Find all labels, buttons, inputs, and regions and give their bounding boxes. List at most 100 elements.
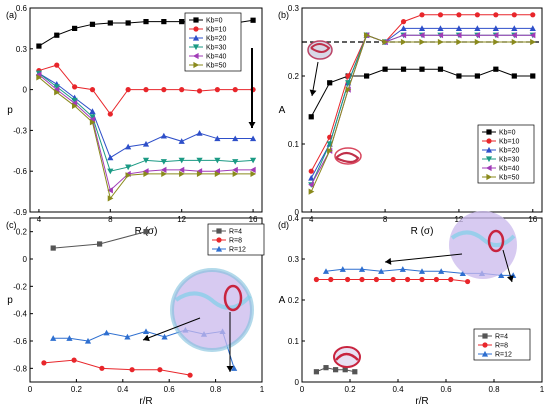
legend-label: Kb=10	[499, 139, 520, 146]
legend-label: Kb=30	[206, 45, 227, 52]
legend-marker	[192, 34, 200, 41]
data-point	[103, 329, 110, 336]
data-point	[129, 367, 135, 373]
plot-frame	[29, 217, 263, 383]
plot-frame	[29, 7, 263, 213]
data-point	[53, 84, 60, 90]
data-point	[178, 166, 185, 173]
data-point	[54, 62, 60, 68]
data-point	[455, 32, 462, 39]
data-point	[89, 87, 96, 93]
data-point	[437, 66, 444, 72]
data-point	[50, 335, 57, 341]
data-point	[143, 87, 149, 93]
x-tick-label: 12	[177, 215, 186, 224]
data-point	[474, 32, 480, 39]
x-axis-label: R (σ)	[411, 226, 434, 237]
data-point	[438, 268, 445, 274]
data-point	[327, 147, 333, 154]
legend-box	[184, 12, 242, 72]
legend-label: Kb=10	[206, 27, 227, 34]
data-point	[249, 135, 257, 142]
data-point	[400, 66, 407, 72]
data-point	[72, 25, 78, 31]
legend-label: Kb=20	[499, 148, 520, 155]
legend-label: R=8	[229, 238, 242, 245]
data-point	[89, 21, 96, 27]
data-point	[107, 187, 113, 194]
data-point	[232, 159, 239, 165]
data-point	[249, 166, 256, 173]
series-R=4	[313, 365, 358, 375]
y-axis-label: p	[7, 295, 13, 306]
data-point	[493, 38, 499, 46]
data-point	[400, 38, 407, 46]
data-point	[179, 19, 185, 25]
legend-marker	[486, 129, 492, 135]
data-point	[308, 188, 315, 195]
data-point	[382, 66, 388, 72]
x-tick-label: 0.4	[117, 385, 129, 394]
x-tick-label: 1	[540, 385, 545, 394]
y-tick-label: 0	[295, 378, 300, 387]
data-point	[179, 87, 185, 93]
data-point	[124, 333, 131, 340]
x-tick-label: 0.4	[392, 385, 404, 394]
x-axis-label: r/R	[139, 396, 152, 407]
data-point	[107, 20, 113, 26]
data-point	[418, 268, 426, 274]
data-point	[498, 272, 505, 278]
data-point	[364, 73, 370, 79]
data-point	[97, 241, 103, 247]
data-point	[232, 166, 238, 173]
legend-label: Kb=40	[499, 166, 520, 173]
data-point	[323, 365, 329, 371]
data-point	[418, 32, 425, 39]
legend-marker	[486, 138, 492, 144]
data-point	[89, 119, 96, 126]
data-point	[339, 266, 346, 272]
data-point	[107, 154, 114, 161]
data-point	[214, 168, 220, 175]
data-point	[400, 32, 407, 39]
legend-marker	[486, 173, 493, 181]
data-point	[41, 360, 47, 366]
data-point	[214, 135, 221, 142]
data-point	[419, 66, 425, 72]
kb-increase-arrow	[248, 48, 256, 128]
data-point	[231, 365, 238, 371]
series-Kb=30	[35, 70, 257, 175]
data-point	[35, 71, 42, 78]
legend-label: Kb=20	[206, 36, 227, 43]
data-point	[345, 73, 351, 79]
series-R=8	[41, 357, 193, 378]
x-tick-label: 0.6	[164, 385, 176, 394]
data-point	[196, 130, 203, 136]
data-point	[179, 170, 185, 178]
data-point	[405, 276, 411, 283]
data-point	[71, 97, 78, 104]
x-tick-label: 0	[28, 385, 33, 394]
data-point	[364, 32, 370, 39]
legend-marker	[193, 17, 199, 23]
legend: Kb=0 Kb=10 Kb=20 Kb=30 Kb=40 Kb=50	[184, 12, 242, 72]
data-point	[187, 372, 193, 378]
legend-box	[477, 124, 535, 184]
data-point	[419, 38, 426, 46]
legend-label: R=12	[495, 352, 512, 359]
data-point	[418, 25, 426, 31]
annotation-arrow-c	[142, 317, 201, 342]
y-tick-label: -0.9	[13, 208, 27, 217]
data-point	[322, 268, 330, 274]
x-tick-label: 0.2	[71, 385, 83, 394]
data-point	[327, 80, 333, 86]
data-point	[89, 114, 96, 120]
legend-label: R=8	[495, 343, 508, 350]
data-point	[107, 111, 113, 117]
data-point	[456, 73, 462, 79]
y-tick-label: 0	[23, 255, 28, 264]
data-point	[373, 276, 379, 283]
data-point	[326, 141, 333, 148]
series-Kb=20	[35, 70, 257, 161]
